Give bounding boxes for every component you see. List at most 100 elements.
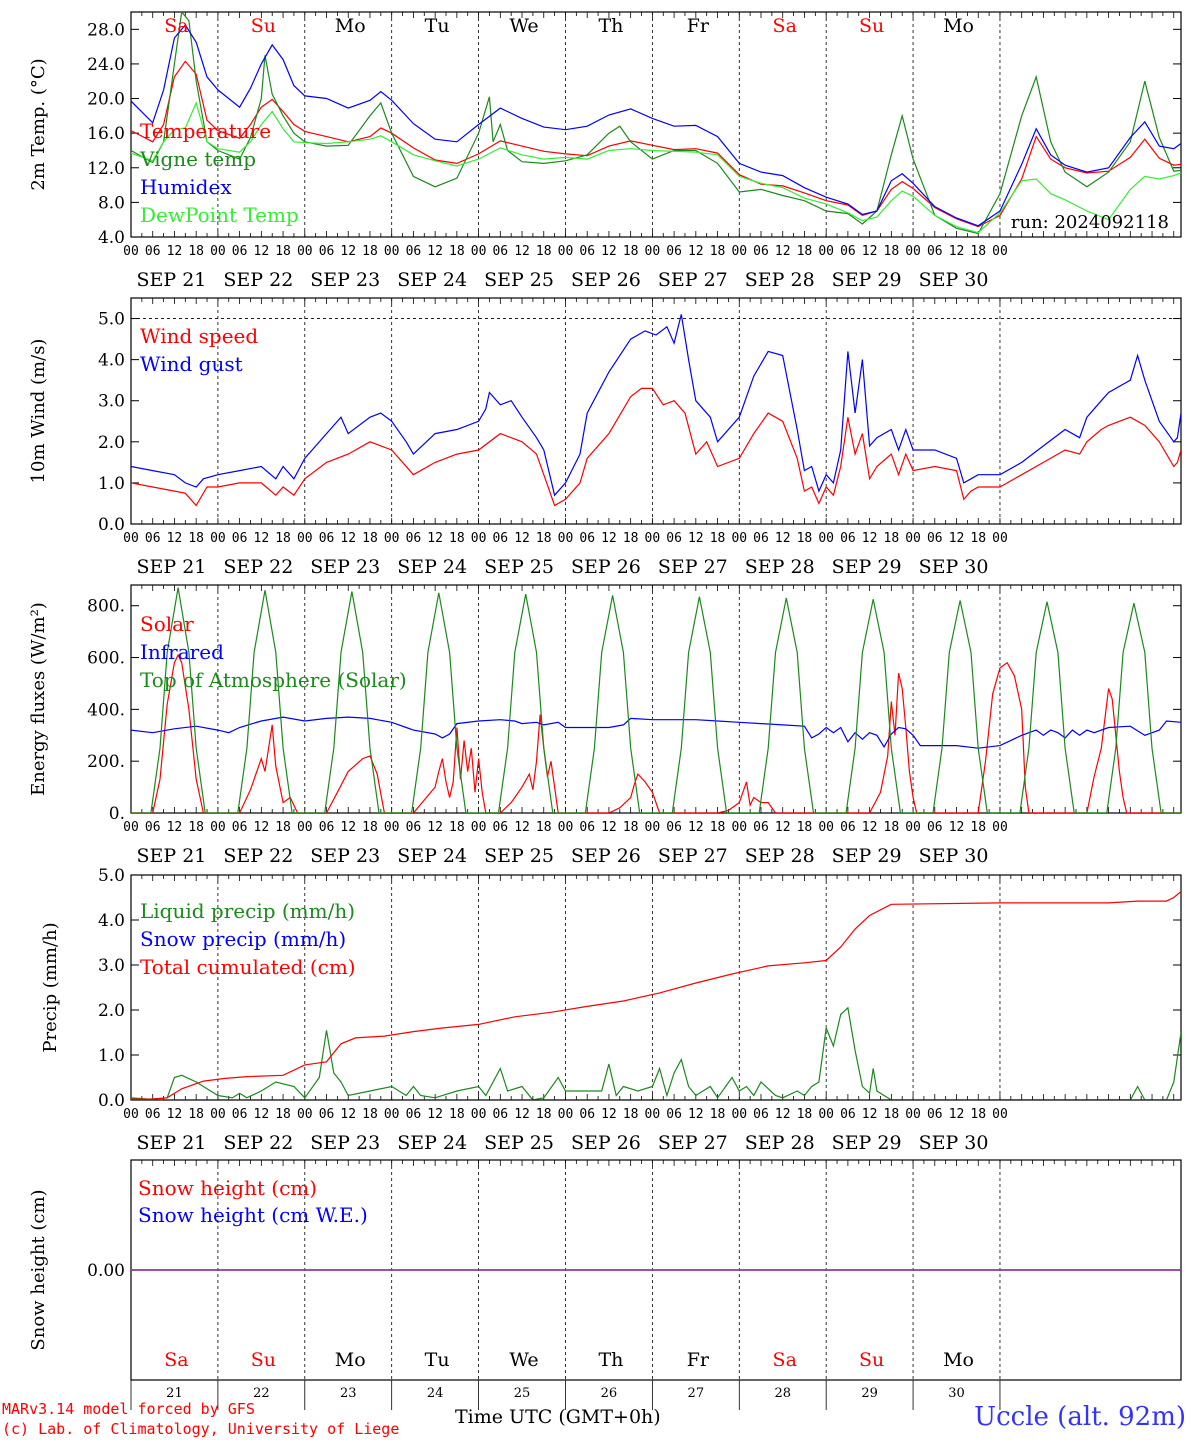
date-label: SEP 23 (310, 1132, 380, 1154)
hour-tick-label: 00 (471, 1107, 487, 1122)
hour-tick-label: 12 (862, 531, 878, 546)
hour-tick-label: 18 (884, 1107, 900, 1122)
hour-tick-label: 00 (818, 1107, 834, 1122)
date-label: SEP 25 (484, 845, 554, 867)
weekday-label: Mo (335, 15, 366, 37)
hour-tick-label: 00 (558, 244, 574, 259)
weekday-label: Su (251, 15, 276, 37)
date-label: SEP 21 (137, 845, 207, 867)
hour-tick-label: 06 (406, 531, 422, 546)
hour-tick-label: 00 (992, 820, 1008, 835)
hour-tick-label: 18 (797, 531, 813, 546)
hour-tick-label: 06 (145, 244, 161, 259)
hour-tick-label: 00 (992, 1107, 1008, 1122)
y-tick-label: 1.0 (98, 474, 125, 494)
day-number-label: 29 (861, 1386, 878, 1401)
series-line-humidex (131, 23, 1181, 227)
hour-tick-label: 06 (927, 1107, 943, 1122)
hour-tick-label: 12 (254, 1107, 270, 1122)
date-label: SEP 26 (571, 1132, 641, 1154)
legend-entry: Liquid precip (mm/h) (140, 899, 355, 923)
hour-tick-label: 06 (232, 531, 248, 546)
y-tick-label: 1.0 (98, 1046, 125, 1066)
series-line-temperature (131, 60, 1181, 228)
weekday-label: Fr (687, 15, 710, 37)
y-axis-label: Precip (mm/h) (40, 922, 61, 1052)
hour-tick-label: 12 (427, 244, 443, 259)
y-tick-label: 28.0 (87, 20, 125, 40)
weekday-label: Su (859, 15, 884, 37)
weekday-label: Su (859, 1349, 884, 1371)
day-number-label: 25 (514, 1386, 531, 1401)
hour-tick-label: 06 (666, 531, 682, 546)
hour-tick-label: 18 (449, 244, 465, 259)
hour-tick-label: 18 (536, 244, 552, 259)
legend-entry: Infrared (140, 640, 224, 664)
hour-tick-label: 18 (970, 820, 986, 835)
y-tick-label: 800. (87, 597, 125, 617)
hour-tick-label: 18 (623, 820, 639, 835)
hour-tick-label: 12 (601, 1107, 617, 1122)
series-line-vigne-temp (131, 12, 1181, 235)
day-number-label: 22 (253, 1386, 270, 1401)
hour-tick-label: 18 (188, 1107, 204, 1122)
date-label: SEP 26 (571, 269, 641, 291)
date-label: SEP 22 (223, 845, 293, 867)
panel-1: 4.0 8.0 12.0 16.0 20.0 24.0 28.0 2m Temp. (°C) T… (28, 11, 1182, 291)
hour-tick-label: 18 (710, 820, 726, 835)
weekday-label: Sa (164, 1349, 188, 1371)
date-label: SEP 24 (397, 845, 467, 867)
hour-tick-label: 12 (601, 244, 617, 259)
date-label: SEP 27 (658, 845, 728, 867)
hour-tick-label: 06 (406, 244, 422, 259)
hour-tick-label: 00 (297, 244, 313, 259)
date-label: SEP 28 (745, 845, 815, 867)
series-line-wind-gust (131, 314, 1181, 497)
station-label: Uccle (alt. 92m) (974, 1402, 1186, 1432)
legend-entry: Total cumulated (cm) (140, 955, 356, 979)
y-tick-label: 5.0 (98, 310, 125, 330)
hour-tick-label: 06 (666, 1107, 682, 1122)
legend-entry: Snow precip (mm/h) (140, 927, 346, 951)
weekday-label: Th (598, 15, 623, 37)
date-label: SEP 23 (310, 556, 380, 578)
hour-tick-label: 12 (862, 1107, 878, 1122)
hour-tick-label: 00 (210, 531, 226, 546)
hour-tick-label: 00 (645, 531, 661, 546)
weekday-label: Mo (943, 1349, 974, 1371)
hour-tick-label: 06 (492, 1107, 508, 1122)
legend-entry: Humidex (140, 175, 232, 199)
lab-credit: (c) Lab. of Climatology, University of L… (2, 1420, 400, 1438)
hour-tick-label: 12 (862, 244, 878, 259)
y-axis-label: 10m Wind (m/s) (28, 339, 49, 484)
hour-tick-label: 12 (427, 820, 443, 835)
hour-tick-label: 12 (254, 244, 270, 259)
hour-tick-label: 06 (666, 244, 682, 259)
hour-tick-label: 18 (797, 1107, 813, 1122)
hour-tick-label: 18 (536, 531, 552, 546)
day-number-label: 27 (688, 1386, 705, 1401)
panel-3: 0. 200. 400. 600. 800. Energy fluxes (W/m²) So… (28, 584, 1182, 867)
hour-tick-label: 12 (340, 1107, 356, 1122)
hour-tick-label: 12 (427, 1107, 443, 1122)
hour-tick-label: 12 (514, 244, 530, 259)
hour-tick-label: 12 (601, 820, 617, 835)
hour-tick-label: 12 (340, 820, 356, 835)
hour-tick-label: 12 (340, 244, 356, 259)
date-label: SEP 26 (571, 845, 641, 867)
time-axis-label: Time UTC (GMT+0h) (455, 1406, 661, 1428)
hour-tick-label: 00 (905, 820, 921, 835)
hour-tick-label: 06 (840, 1107, 856, 1122)
hour-tick-label: 18 (970, 244, 986, 259)
hour-tick-label: 18 (275, 1107, 291, 1122)
hour-tick-label: 18 (710, 531, 726, 546)
date-label: SEP 30 (919, 1132, 989, 1154)
date-label: SEP 29 (832, 556, 902, 578)
hour-tick-label: 06 (232, 1107, 248, 1122)
hour-tick-label: 00 (471, 820, 487, 835)
hour-tick-label: 06 (753, 244, 769, 259)
hour-tick-label: 06 (927, 244, 943, 259)
hour-tick-label: 12 (949, 820, 965, 835)
hour-tick-label: 12 (514, 1107, 530, 1122)
hour-tick-label: 06 (579, 1107, 595, 1122)
